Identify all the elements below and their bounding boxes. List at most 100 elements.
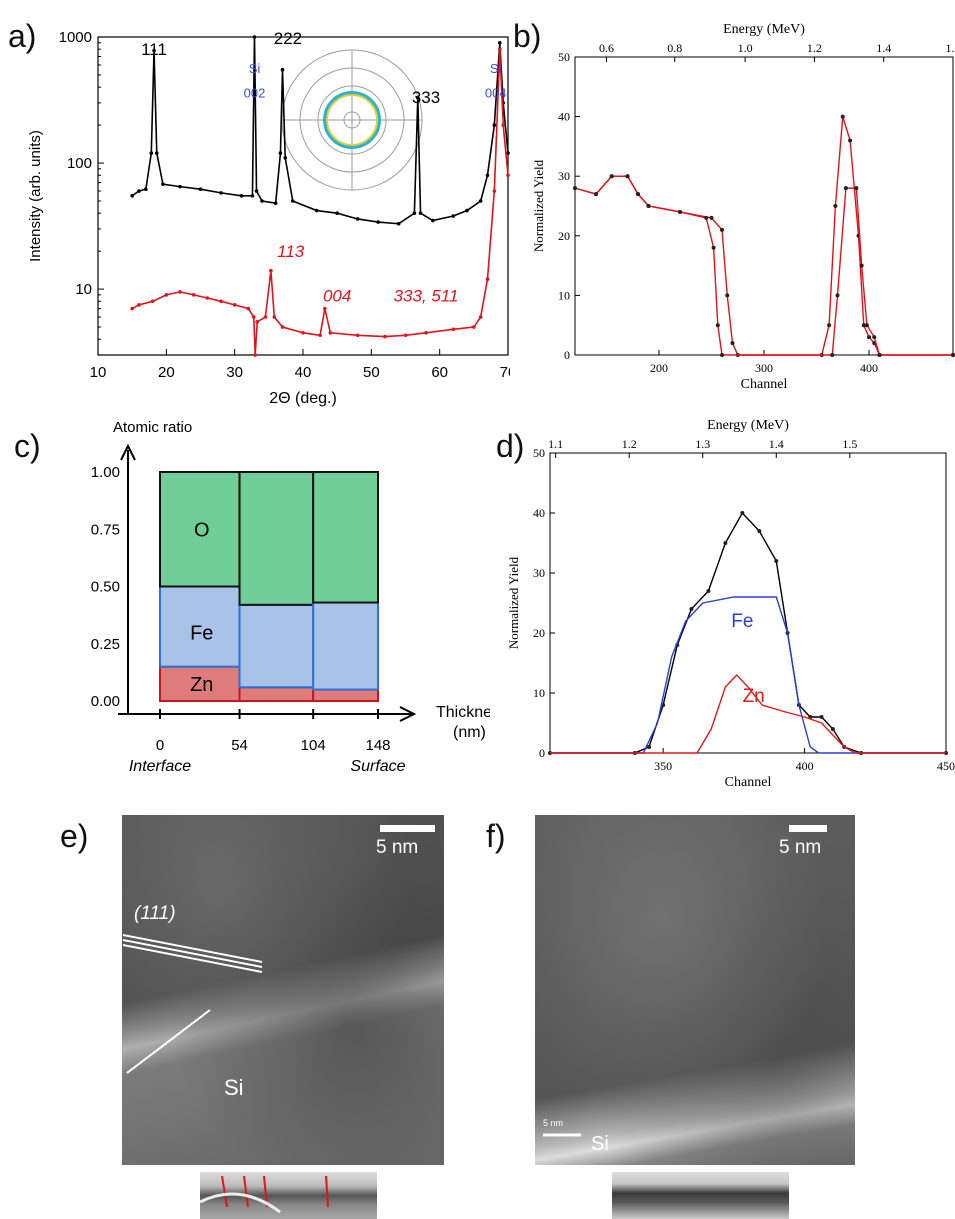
x-tick-label: 300 xyxy=(755,361,773,375)
xrd-series-red xyxy=(131,49,509,356)
spectrum-point xyxy=(720,353,724,357)
xrd-point xyxy=(492,123,497,127)
x-tick-label: 450 xyxy=(937,759,955,773)
xrd-point xyxy=(269,268,273,273)
x-tick-label: 10 xyxy=(90,364,107,381)
xrd-point xyxy=(254,189,259,193)
spectrum-point xyxy=(740,511,745,515)
spectrum-series xyxy=(550,511,946,754)
y-tick-label: 50 xyxy=(558,50,570,64)
spectrum-point xyxy=(840,114,845,119)
y-tick-label: 100 xyxy=(67,155,92,172)
xrd-point xyxy=(273,201,278,206)
xrd-point xyxy=(191,293,196,297)
spectrum-point xyxy=(848,138,853,143)
x-axis-label: Channel xyxy=(741,377,788,392)
xrd-point xyxy=(416,95,420,100)
spectrum-point xyxy=(859,263,864,268)
spectrum-point xyxy=(819,715,824,719)
y-tick-label: 10 xyxy=(75,281,92,298)
panel-label-c: c) xyxy=(14,428,41,464)
xrd-point xyxy=(246,306,251,311)
tem-inset-f xyxy=(612,1172,789,1219)
xrd-point xyxy=(498,40,502,45)
xrd-point xyxy=(478,315,483,319)
xrd-point xyxy=(328,331,333,335)
o-segment xyxy=(312,471,379,604)
xrd-point xyxy=(335,211,339,216)
y-tick-label: 10 xyxy=(533,686,545,700)
y-tick-label: 40 xyxy=(558,110,570,124)
spectrum-point xyxy=(704,215,709,220)
panel-label-a: a) xyxy=(8,18,37,54)
y-tick-label: 1000 xyxy=(59,29,92,46)
spectrum-point xyxy=(861,323,866,328)
x-tick-label: 350 xyxy=(654,759,672,773)
x-tick-label: 148 xyxy=(365,737,390,754)
x-sublabel: Interface xyxy=(129,758,191,775)
peak-annotation: 113 xyxy=(277,242,305,261)
xrd-point xyxy=(314,208,319,213)
xrd-point xyxy=(250,193,255,198)
xrd-point xyxy=(239,193,244,198)
x-tick-label: 70 xyxy=(500,364,510,381)
xrd-point xyxy=(283,156,288,160)
xrd-point xyxy=(198,187,203,192)
spectrum-series xyxy=(550,596,946,754)
x-axis-arrow xyxy=(399,706,417,722)
xrd-point xyxy=(485,277,490,281)
spectrum-series xyxy=(574,116,953,356)
plot-frame xyxy=(97,36,509,356)
y-axis-arrow xyxy=(120,443,136,461)
spectrum-point xyxy=(951,353,955,357)
pole-figure-center xyxy=(343,111,361,129)
si-label-f: Si xyxy=(591,1133,609,1155)
pole-figure-ring-colored xyxy=(326,94,378,146)
spectrum-point xyxy=(757,529,762,533)
zn-segment xyxy=(312,688,379,702)
atomic-ratio-chart: Atomic ratio 0.00 0.25 0.50 0.75 1.00 0 54 104 14… xyxy=(91,419,490,775)
peak-annotation: 002 xyxy=(244,86,266,101)
top-tick-label: 0.6 xyxy=(599,41,614,55)
x-sublabel: Surface xyxy=(350,758,405,775)
xrd-point xyxy=(164,293,169,297)
spectrum-point xyxy=(830,727,835,731)
xrd-point xyxy=(431,218,435,223)
spectrum-point xyxy=(594,192,598,197)
top-tick-label: 1.4 xyxy=(876,41,891,55)
spectrum-point xyxy=(573,186,577,191)
spectrum-series xyxy=(574,175,953,356)
y-axis-label: Normalized Yield xyxy=(531,159,546,252)
tem-image-e: 5 nm (111) Si xyxy=(122,815,444,1165)
spectrum-point xyxy=(625,174,630,179)
xrd-chart: 10 20 30 40 50 60 70 10 100 1000 2Θ (deg.) Intensit… xyxy=(27,29,510,407)
spectrum-point xyxy=(689,607,694,611)
tem-image-f: 5 nm 5 nm Si xyxy=(535,815,855,1165)
y-tick-label: 50 xyxy=(533,446,545,460)
y-tick-label: 0 xyxy=(539,746,545,760)
y-axis-label: Intensity (arb. units) xyxy=(27,130,44,262)
xrd-point xyxy=(232,303,237,307)
xrd-point xyxy=(412,211,417,216)
peak-annotation: 004 xyxy=(323,286,351,305)
y-tick-label: 30 xyxy=(533,566,545,580)
x-axis-label: Thickness xyxy=(436,704,490,721)
spectrum-point xyxy=(706,589,711,593)
spectrum-point xyxy=(715,323,720,328)
y-axis-label: Atomic ratio xyxy=(113,419,192,436)
xrd-point xyxy=(280,325,285,329)
xrd-point xyxy=(506,173,510,178)
tem-inset-e xyxy=(200,1172,377,1219)
y-tick-label: 30 xyxy=(558,169,570,183)
xrd-point xyxy=(219,299,223,304)
y-axis-label: Normalized Yield xyxy=(506,556,521,649)
xrd-point xyxy=(506,151,510,155)
x-axis-label: 2Θ (deg.) xyxy=(269,390,337,407)
xrd-point xyxy=(424,331,428,335)
xrd-point xyxy=(278,151,283,155)
spectrum-series xyxy=(550,673,946,754)
x-axis-label: Channel xyxy=(725,775,772,790)
xrd-point xyxy=(263,315,268,319)
xrd-point xyxy=(137,189,141,193)
peak-annotation: 222 xyxy=(274,29,302,48)
